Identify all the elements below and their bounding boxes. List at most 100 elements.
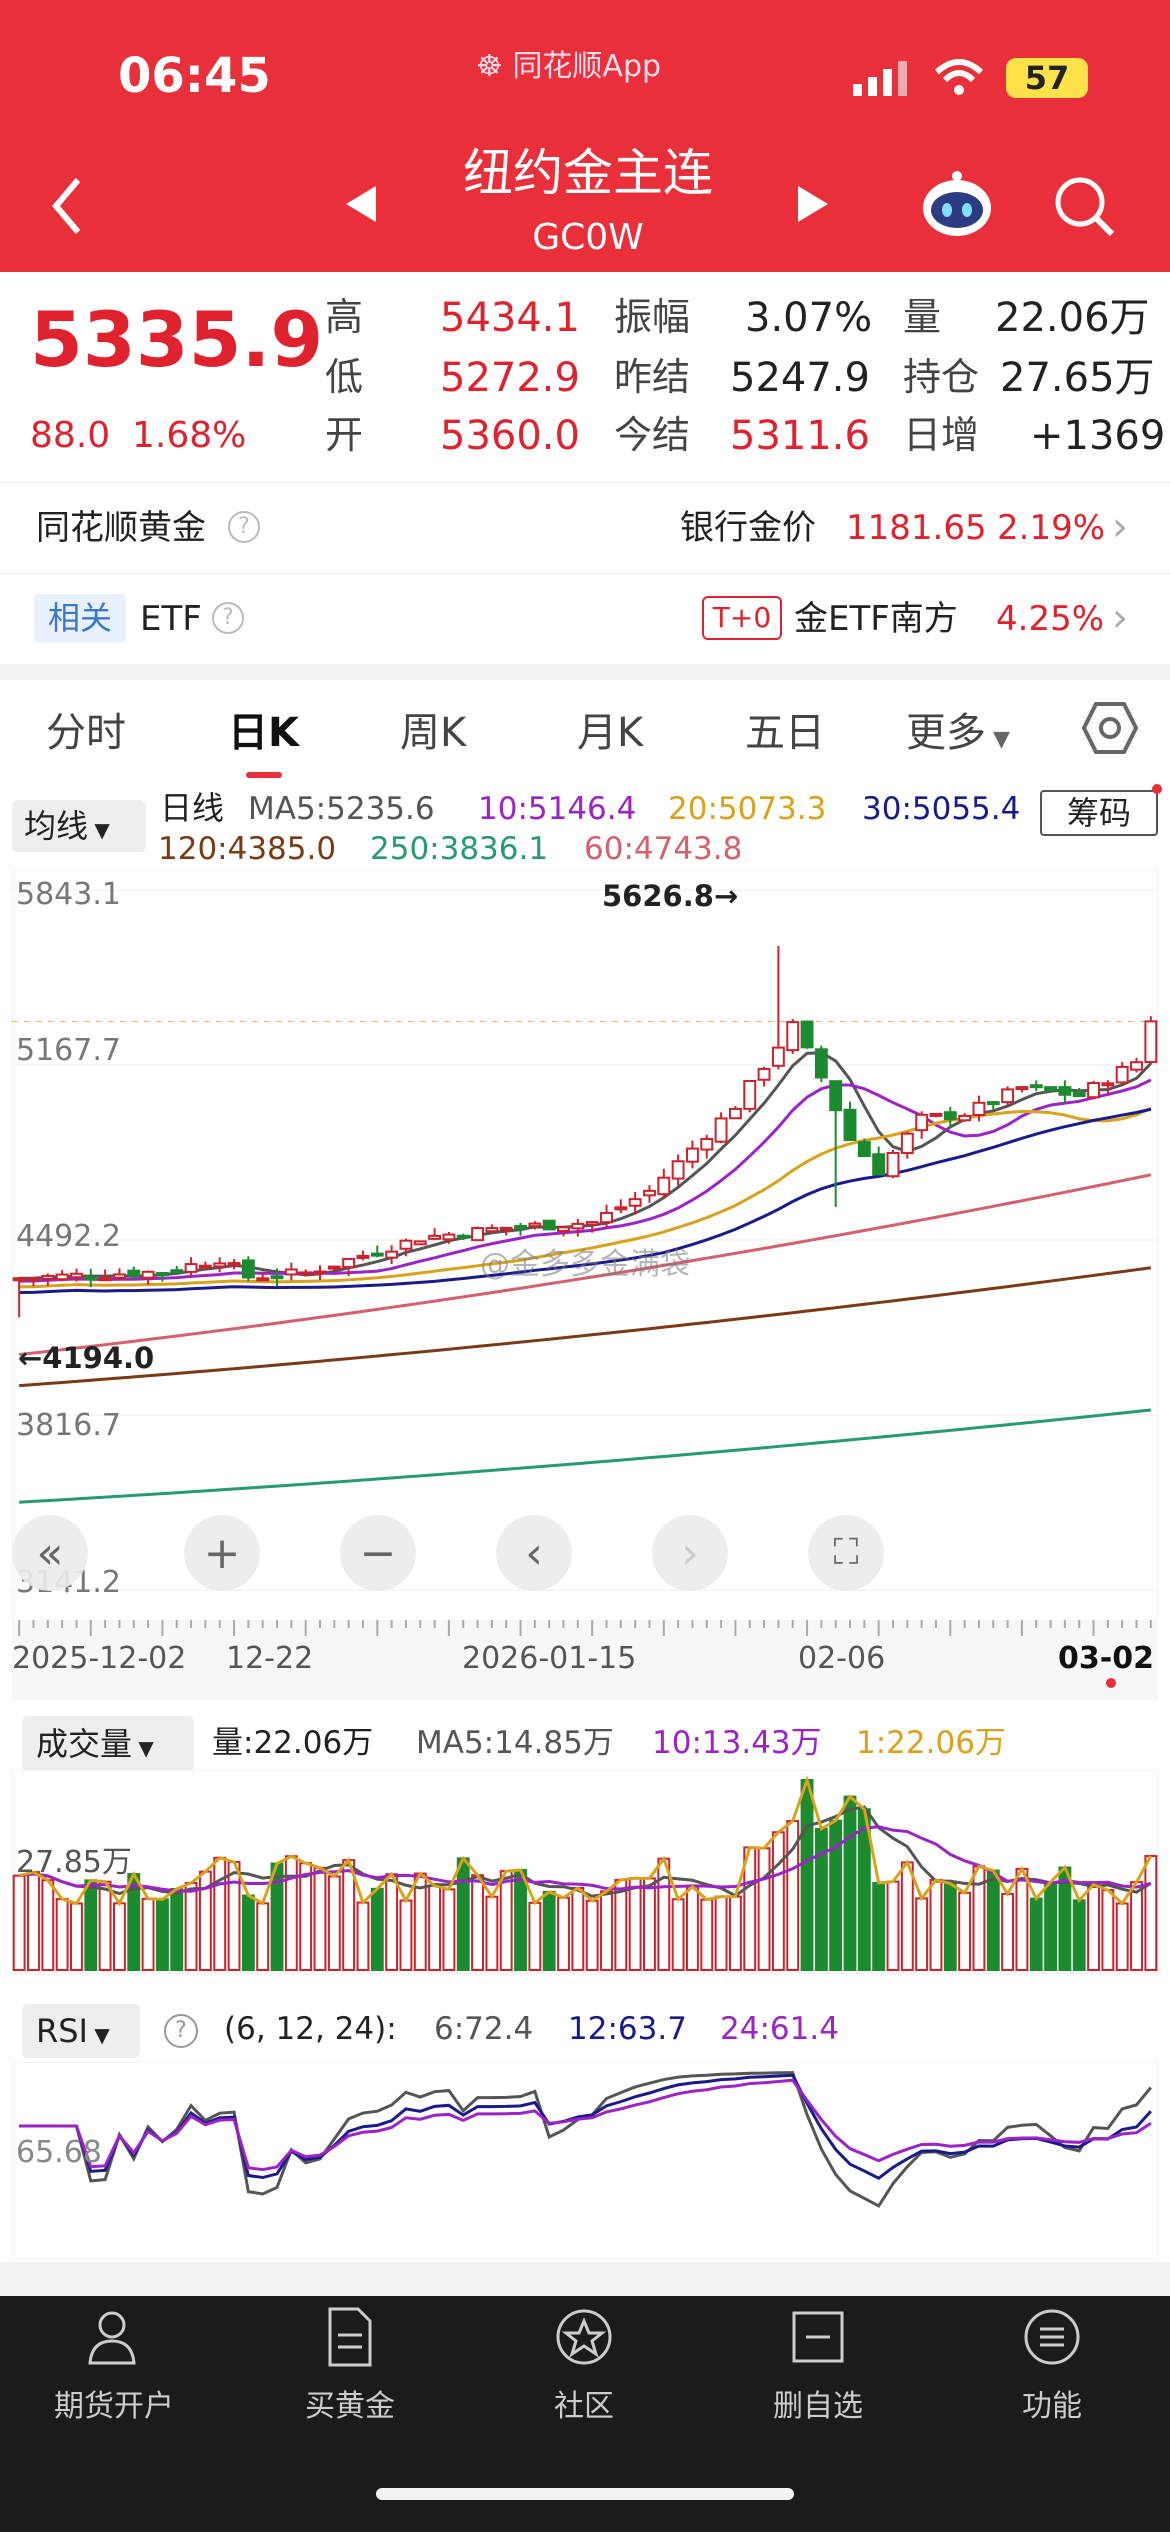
- prev-contract-icon[interactable]: [342, 184, 378, 224]
- nav-label: 社区: [554, 2389, 614, 2424]
- tab-weekly-k[interactable]: 周K: [400, 710, 467, 756]
- volume-bar: [499, 1870, 513, 1971]
- gold-row[interactable]: 同花顺黄金 ? 银行金价 1181.65 2.19% ›: [0, 483, 1170, 573]
- prev-icon[interactable]: ‹: [496, 1515, 572, 1591]
- settings-hexagon-icon[interactable]: [1082, 700, 1138, 756]
- candle-body: [800, 1020, 814, 1049]
- candle-body: [241, 1259, 255, 1279]
- volume-value: 22.06万: [995, 295, 1150, 341]
- related-row[interactable]: 相关 ETF ? T+0 金ETF南方 4.25% ›: [0, 574, 1170, 664]
- candle-body: [399, 1239, 413, 1250]
- candle-body: [1130, 1061, 1143, 1071]
- volume-bar: [442, 1888, 456, 1971]
- nav-remove-watchlist[interactable]: 删自选: [738, 2305, 898, 2425]
- volume-bar: [155, 1898, 169, 1971]
- source-app-label[interactable]: ☸ 同花顺App: [476, 52, 661, 82]
- candle-body: [198, 1264, 212, 1269]
- candle-body: [270, 1275, 284, 1280]
- nav-open-account[interactable]: 期货开户: [34, 2305, 194, 2425]
- candle-body: [1044, 1086, 1058, 1092]
- nav-functions[interactable]: 功能: [972, 2305, 1132, 2425]
- candle-body: [1072, 1090, 1086, 1097]
- volume-bar: [213, 1856, 227, 1971]
- candle-body: [356, 1254, 370, 1259]
- rsi-selector[interactable]: RSI ▼: [22, 2004, 140, 2058]
- volume-bar: [227, 1860, 241, 1971]
- settle-value: 5311.6: [730, 413, 870, 459]
- tab-more[interactable]: 更多 ▼: [906, 700, 1010, 758]
- volume-bar: [643, 1877, 656, 1971]
- rsi-selector-label: RSI: [36, 2012, 88, 2050]
- help-icon[interactable]: ?: [212, 602, 244, 634]
- next-icon[interactable]: ›: [652, 1515, 728, 1591]
- volume-selector[interactable]: 成交量 ▼: [22, 1716, 194, 1772]
- candle-body: [84, 1276, 98, 1281]
- ma-selector[interactable]: 均线 ▼: [12, 800, 146, 852]
- candle-body: [127, 1269, 141, 1278]
- open-label: 开: [325, 413, 364, 457]
- tab-daily-k[interactable]: 日K: [228, 710, 299, 756]
- candle-body: [514, 1224, 527, 1229]
- volume-bar: [1072, 1899, 1086, 1971]
- volume-label: 量: [903, 295, 942, 339]
- nav-label: 删自选: [773, 2389, 863, 2424]
- open-interest-label: 持仓: [903, 355, 980, 399]
- ma-selector-label: 均线: [24, 807, 89, 845]
- contract-code: GC0W: [532, 217, 644, 258]
- tab-timeshare[interactable]: 分时: [46, 710, 126, 756]
- volume-bar: [256, 1902, 270, 1971]
- nav-community[interactable]: 社区: [504, 2305, 664, 2425]
- fullscreen-icon[interactable]: ⛶: [808, 1515, 884, 1591]
- candle-body: [714, 1117, 728, 1143]
- candle-body: [571, 1222, 585, 1230]
- zoom-in-icon[interactable]: +: [184, 1515, 260, 1591]
- candle-body: [814, 1048, 828, 1079]
- home-indicator: [376, 2488, 794, 2500]
- open-value: 5360.0: [440, 413, 580, 459]
- back-icon[interactable]: [48, 176, 88, 236]
- candle-body: [413, 1240, 427, 1246]
- volume-bar: [1029, 1897, 1043, 1972]
- etf-pct: 4.25%: [996, 599, 1105, 639]
- help-icon[interactable]: ?: [228, 511, 260, 543]
- dropdown-icon: ▼: [986, 727, 1010, 752]
- prev-settle-value: 5247.9: [730, 355, 870, 401]
- menu-circle-icon: [1024, 2309, 1080, 2365]
- volume-chart: [12, 1770, 1158, 1974]
- candle-body: [184, 1263, 198, 1273]
- robot-assistant-icon[interactable]: [920, 170, 994, 240]
- nav-buy-gold[interactable]: 买黄金: [270, 2305, 430, 2425]
- tab-five-day[interactable]: 五日: [745, 710, 825, 756]
- volume-bar: [685, 1885, 699, 1971]
- volume-bar: [327, 1875, 341, 1971]
- volume-bar: [571, 1887, 585, 1971]
- candle-body: [1087, 1082, 1100, 1099]
- document-icon: [328, 2307, 372, 2367]
- next-contract-icon[interactable]: [796, 184, 832, 224]
- scroll-left-icon[interactable]: «: [12, 1515, 88, 1591]
- price-change-pct: 1.68%: [132, 415, 247, 456]
- candle-body: [757, 1067, 771, 1081]
- volume-bar: [585, 1899, 599, 1971]
- volume-bar: [657, 1857, 671, 1971]
- zoom-out-icon[interactable]: −: [340, 1515, 416, 1591]
- candle-body: [485, 1227, 499, 1233]
- active-tab-indicator: [246, 772, 282, 778]
- tab-monthly-k[interactable]: 月K: [577, 710, 644, 756]
- candle-body: [585, 1221, 599, 1226]
- open-interest-value: 27.65万: [1000, 355, 1155, 401]
- candle-body: [915, 1113, 929, 1132]
- page-title: 纽约金主连: [463, 144, 713, 202]
- kline-chart[interactable]: [12, 870, 1158, 1630]
- date-label: 2026-01-15: [462, 1641, 637, 1676]
- candle-body: [743, 1079, 757, 1110]
- etf-name: 金ETF南方: [794, 599, 958, 639]
- search-icon[interactable]: [1052, 174, 1116, 238]
- chip-button[interactable]: 筹码: [1040, 790, 1158, 836]
- chevron-right-icon: ›: [1112, 504, 1128, 550]
- volume-bar: [1044, 1880, 1058, 1971]
- low-marker: ←4194.0: [18, 1341, 155, 1375]
- help-icon[interactable]: ?: [164, 2014, 198, 2048]
- volume-bar: [112, 1902, 126, 1971]
- candle-body: [986, 1101, 1000, 1106]
